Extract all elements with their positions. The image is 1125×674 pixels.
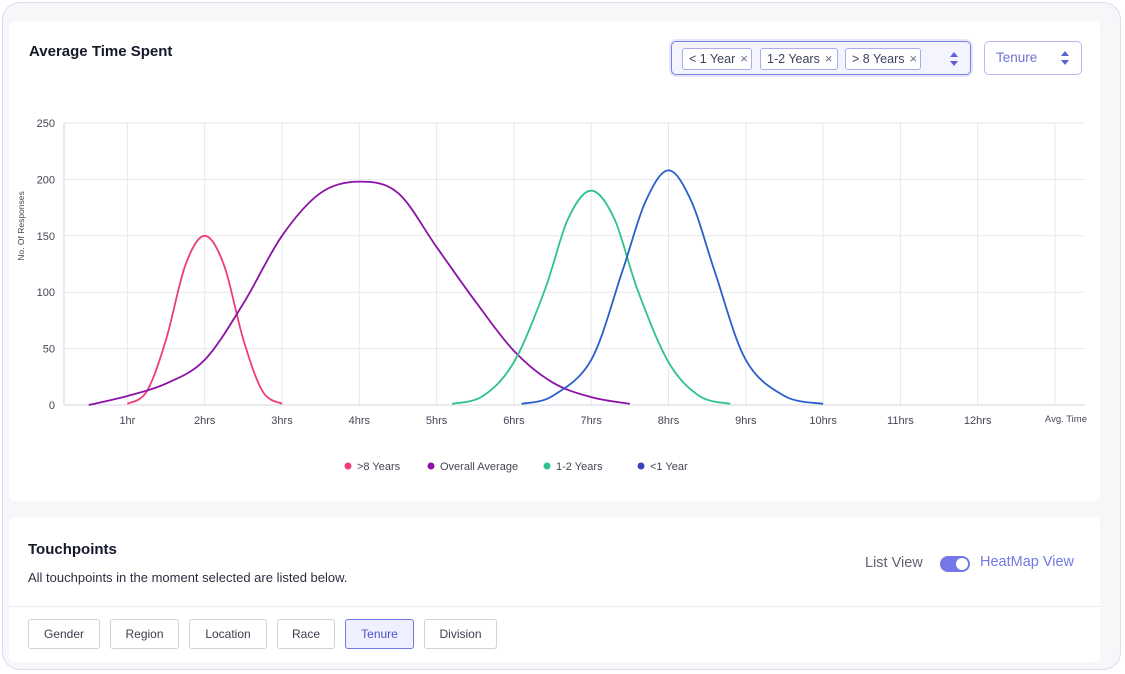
legend-marker — [637, 462, 645, 470]
filter-chip-8-years: > 8 Years × — [845, 48, 921, 70]
y-tick-label: 50 — [43, 344, 55, 356]
close-icon[interactable]: × — [824, 51, 833, 66]
chip-label: > 8 Years — [852, 52, 905, 66]
y-tick-label: 200 — [37, 174, 55, 186]
filter-chip-less-1-year: < 1 Year × — [682, 48, 752, 70]
x-tick-label: 2hrs — [194, 415, 216, 427]
chip-label: < 1 Year — [689, 52, 736, 66]
legend-entry: 1-2 Years — [556, 461, 603, 473]
x-tick-label: 9hrs — [735, 415, 757, 427]
x-tick-label: 8hrs — [658, 415, 680, 427]
x-tick-label: 6hrs — [503, 415, 525, 427]
updown-chevron-icon — [1061, 51, 1069, 65]
chip-label: 1-2 Years — [767, 52, 820, 66]
legend-entry: >8 Years — [357, 461, 401, 473]
x-tick-label: 11hrs — [887, 415, 914, 427]
y-tick-label: 0 — [49, 400, 55, 412]
legend-marker — [543, 462, 551, 470]
y-tick-label: 250 — [37, 118, 55, 130]
divider — [9, 606, 1100, 607]
y-axis-label: No. Of Responses — [16, 191, 26, 260]
x-axis-label: Avg. Time — [1045, 414, 1087, 425]
switch-knob — [956, 558, 968, 570]
filter-race-button[interactable]: Race — [277, 619, 335, 649]
chart-title: Average Time Spent — [29, 43, 173, 60]
touchpoints-title: Touchpoints — [28, 541, 117, 558]
tenure-multi-select[interactable]: < 1 Year × 1-2 Years × > 8 Years × — [671, 41, 971, 75]
updown-chevron-icon[interactable] — [950, 52, 958, 66]
legend-marker — [344, 462, 352, 470]
filter-tenure-button[interactable]: Tenure — [345, 619, 414, 649]
view-switch[interactable] — [940, 556, 970, 572]
average-time-card: Average Time Spent < 1 Year × 1-2 Years × … — [9, 21, 1100, 501]
y-tick-label: 150 — [37, 231, 55, 243]
filter-location-button[interactable]: Location — [189, 619, 267, 649]
x-tick-label: 12hrs — [964, 415, 992, 427]
group-by-select[interactable]: Tenure — [984, 41, 1082, 75]
x-tick-label: 5hrs — [426, 415, 448, 427]
filter-division-button[interactable]: Division — [424, 619, 497, 649]
series-line — [126, 234, 283, 405]
filter-gender-button[interactable]: Gender — [28, 619, 100, 649]
y-tick-label: 100 — [37, 287, 55, 299]
legend-entry: Overall Average — [440, 461, 518, 473]
select-value: Tenure — [996, 50, 1038, 65]
line-chart: 0 50 100 150 200 250 1hr 2hrs 3hrs 4hrs 5hrs 6hrs 7h… — [16, 118, 1087, 473]
filter-region-button[interactable]: Region — [110, 619, 179, 649]
filter-chip-1-2-years: 1-2 Years × — [760, 48, 838, 70]
close-icon[interactable]: × — [909, 51, 918, 66]
x-tick-label: 4hrs — [349, 415, 371, 427]
legend-entry: <1 Year — [650, 461, 688, 473]
heatmap-view-label[interactable]: HeatMap View — [980, 554, 1075, 570]
x-tick-label: 7hrs — [580, 415, 602, 427]
legend-marker — [427, 462, 435, 470]
x-tick-label: 1hr — [119, 415, 135, 427]
touchpoints-subtitle: All touchpoints in the moment selected a… — [28, 570, 348, 585]
x-tick-label: 3hrs — [271, 415, 293, 427]
series-line — [521, 169, 824, 405]
series-line — [88, 180, 631, 406]
close-icon[interactable]: × — [740, 51, 748, 66]
touchpoints-card: Touchpoints All touchpoints in the momen… — [9, 517, 1100, 662]
list-view-label[interactable]: List View — [865, 555, 923, 571]
x-tick-label: 10hrs — [809, 415, 837, 427]
series-line — [451, 189, 731, 405]
